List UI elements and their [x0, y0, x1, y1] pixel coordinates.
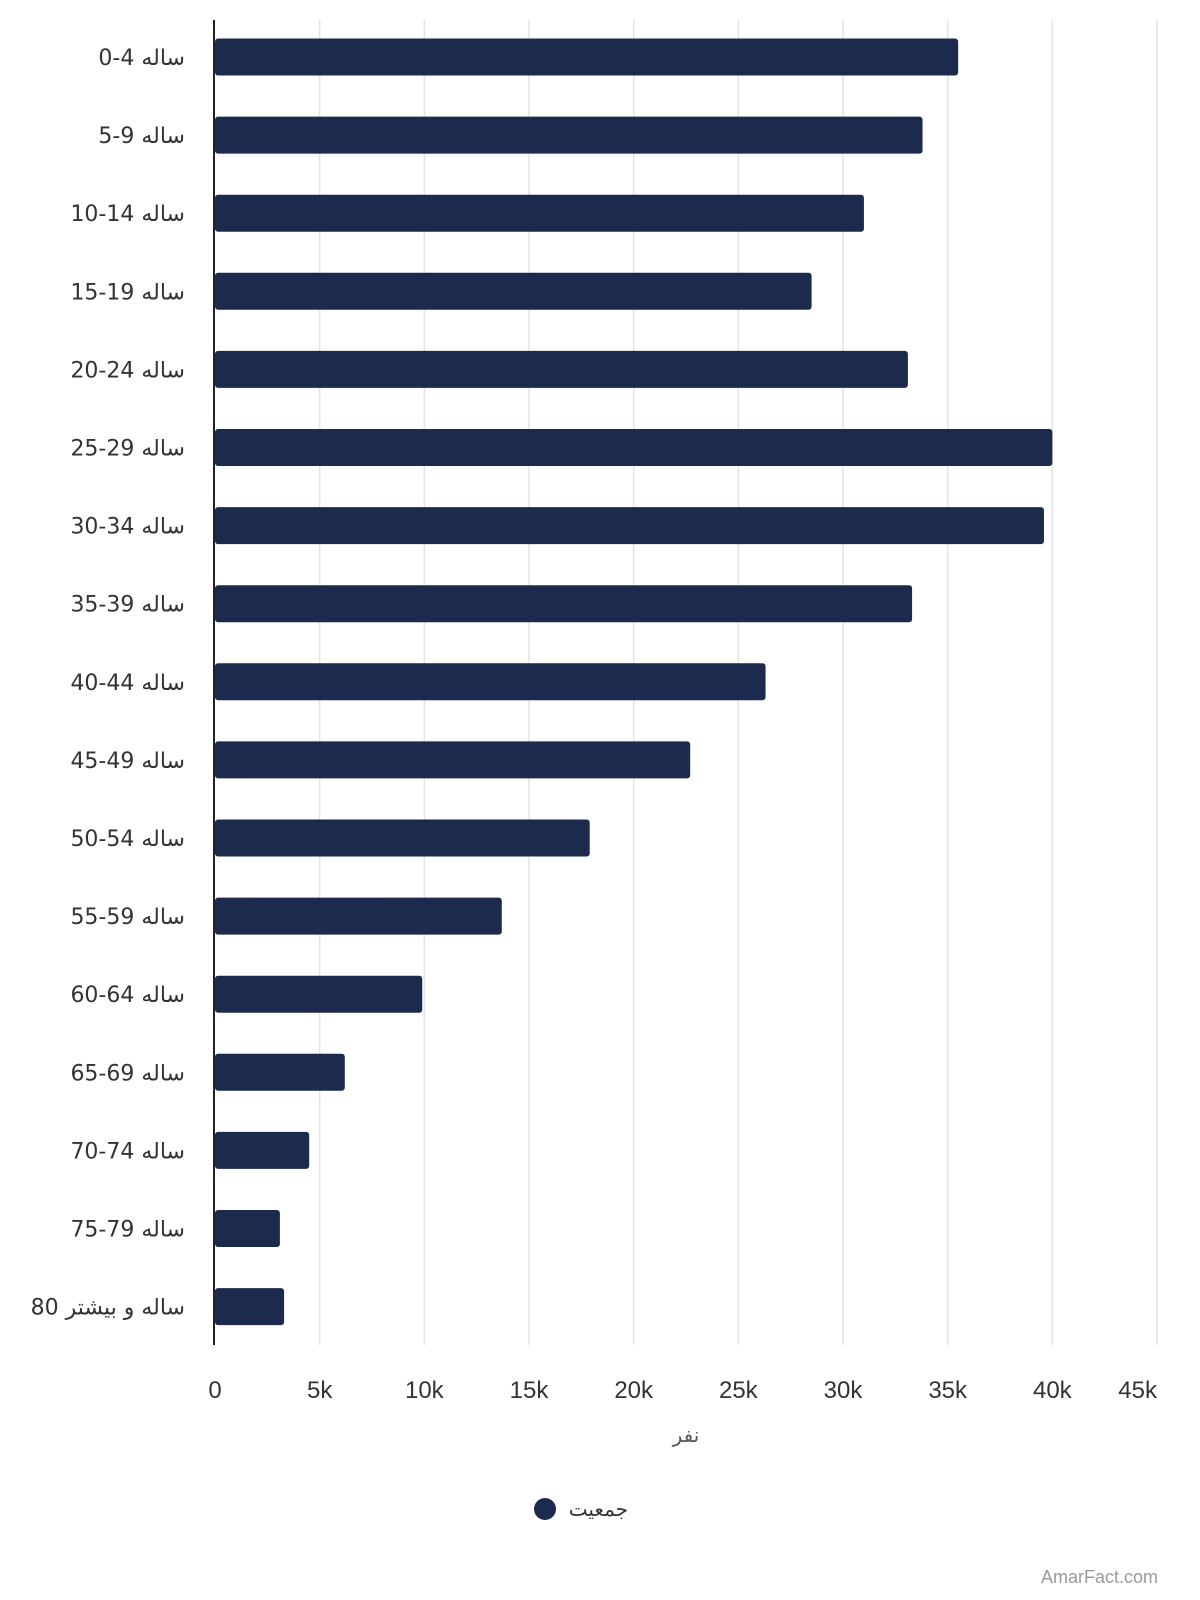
x-tick-label: 40k — [1033, 1377, 1073, 1404]
category-label: 70-74 ساله — [70, 1139, 185, 1164]
x-tick-label: 30k — [824, 1377, 864, 1404]
bars — [215, 38, 1053, 1326]
x-tick-label: 20k — [614, 1377, 654, 1404]
category-label: 45-49 ساله — [70, 749, 185, 774]
bar[interactable] — [215, 1131, 310, 1169]
category-label: 65-69 ساله — [70, 1061, 185, 1086]
x-tick-labels: 0 5k 10k 15k 20k 25k 30k 35k 40k 45k — [208, 1377, 1158, 1404]
category-labels: 0-4 ساله 5-9 ساله 10-14 ساله 15-19 ساله 20-2… — [31, 46, 185, 1321]
bar[interactable] — [215, 507, 1044, 545]
bar[interactable] — [215, 741, 691, 779]
bar[interactable] — [215, 272, 812, 310]
category-label: 60-64 ساله — [70, 983, 185, 1008]
x-tick-label: 15k — [510, 1377, 550, 1404]
bar[interactable] — [215, 585, 913, 623]
category-label: 25-29 ساله — [70, 437, 185, 462]
category-label: 75-79 ساله — [70, 1218, 185, 1243]
legend[interactable]: جمعیت — [534, 1497, 628, 1521]
category-label: 0-4 ساله — [98, 46, 185, 71]
x-tick-label: 0 — [208, 1377, 221, 1404]
bar[interactable] — [215, 38, 959, 76]
category-label: 20-24 ساله — [70, 358, 185, 383]
category-label: 40-44 ساله — [70, 671, 185, 696]
watermark: AmarFact.com — [1040, 1567, 1158, 1587]
legend-label: جمعیت — [569, 1497, 628, 1521]
category-label: 50-54 ساله — [70, 827, 185, 852]
x-tick-label: 25k — [719, 1377, 759, 1404]
category-label: 55-59 ساله — [70, 905, 185, 930]
category-label: 10-14 ساله — [70, 202, 185, 227]
category-label: 35-39 ساله — [70, 593, 185, 618]
bar[interactable] — [215, 116, 923, 154]
bar[interactable] — [215, 1210, 280, 1247]
bar[interactable] — [215, 897, 502, 935]
x-tick-label: 10k — [405, 1377, 445, 1404]
bar[interactable] — [215, 350, 908, 388]
x-tick-label: 35k — [928, 1377, 968, 1404]
category-label: 15-19 ساله — [70, 280, 185, 305]
bar[interactable] — [215, 663, 766, 701]
bar[interactable] — [215, 819, 590, 857]
bar[interactable] — [215, 1053, 345, 1091]
bar[interactable] — [215, 429, 1053, 466]
x-axis-title: نفر — [672, 1423, 700, 1447]
category-label: 30-34 ساله — [70, 515, 185, 540]
category-label: 5-9 ساله — [98, 124, 185, 149]
legend-marker — [534, 1498, 556, 1520]
bar[interactable] — [215, 1288, 285, 1326]
x-tick-label: 5k — [307, 1377, 333, 1404]
bar[interactable] — [215, 975, 423, 1013]
x-tick-label: 45k — [1118, 1377, 1158, 1404]
category-label: 80 ساله و بیشتر — [31, 1296, 185, 1321]
bar[interactable] — [215, 194, 864, 232]
